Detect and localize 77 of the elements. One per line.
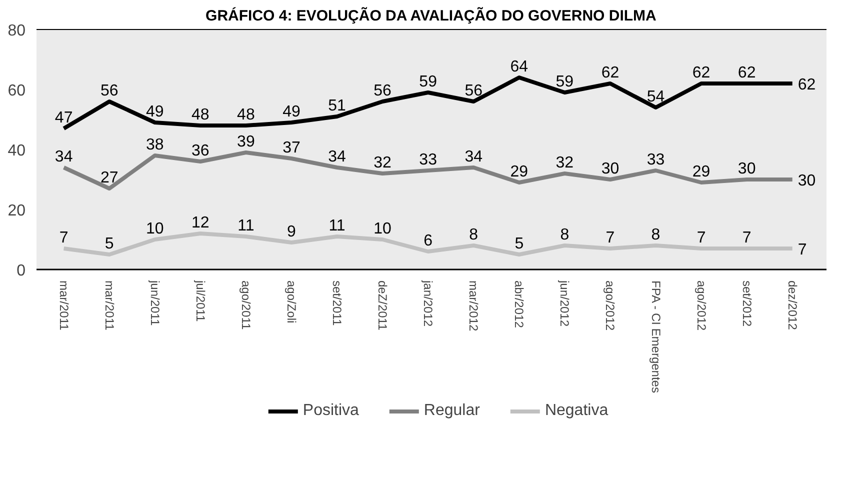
data-label: 30: [601, 160, 620, 178]
data-label: 47: [54, 110, 73, 126]
data-label: 7: [59, 230, 68, 246]
x-tick-label: ago/2012: [603, 280, 618, 331]
data-label: 7: [606, 230, 615, 246]
data-label: 8: [469, 226, 478, 244]
data-label: 7: [798, 242, 807, 258]
x-tick-label: jun/2012: [558, 280, 572, 327]
data-label: 33: [419, 152, 438, 168]
data-label: 33: [646, 152, 665, 168]
data-label: 62: [692, 64, 710, 82]
data-label: 6: [424, 232, 433, 250]
x-tick-label: ago/2011: [238, 280, 253, 330]
legend-label: Regular: [424, 402, 480, 420]
x-tick-label: set/2012: [740, 280, 754, 327]
data-label: 39: [237, 134, 255, 150]
data-label: 29: [510, 164, 528, 180]
x-tick-label: jun/2011: [148, 280, 162, 326]
data-label: 49: [146, 104, 164, 120]
x-tick-label: ago/Zoli: [284, 280, 298, 324]
data-label: 34: [54, 148, 73, 166]
y-tick-label: 80: [8, 22, 26, 40]
data-label: 34: [328, 148, 346, 166]
data-label: 56: [100, 82, 118, 100]
data-label: 7: [696, 230, 706, 246]
data-label: 62: [601, 64, 620, 82]
data-label: 48: [237, 106, 255, 124]
data-label: 5: [514, 236, 524, 252]
data-label: 9: [287, 224, 296, 240]
data-label: 62: [738, 64, 756, 82]
data-label: 10: [374, 220, 392, 238]
data-label: 30: [798, 172, 816, 190]
y-tick-label: 20: [8, 202, 26, 220]
data-label: 62: [798, 76, 816, 94]
data-label: 59: [556, 74, 574, 90]
x-tick-label: deZ/2011: [376, 280, 390, 331]
data-label: 32: [374, 154, 392, 172]
x-tick-label: ago/2012: [694, 280, 708, 331]
data-label: 30: [738, 160, 756, 178]
data-label: 29: [692, 164, 710, 180]
data-label: 59: [419, 74, 438, 90]
data-label: 12: [192, 214, 210, 232]
legend-label: Negativa: [544, 402, 608, 420]
data-label: 54: [646, 88, 665, 106]
legend-label: Positiva: [302, 402, 359, 420]
data-label: 27: [100, 170, 118, 186]
data-label: 11: [238, 218, 254, 234]
data-label: 36: [192, 142, 210, 160]
x-tick-label: set/2011: [330, 280, 344, 326]
x-tick-label: mar/2011: [56, 280, 71, 331]
data-label: 11: [328, 218, 346, 234]
x-tick-label: FPA - CI Emergentes: [648, 280, 663, 393]
y-tick-label: 0: [16, 262, 26, 280]
data-label: 64: [510, 58, 528, 76]
data-label: 7: [742, 230, 752, 246]
data-label: 8: [560, 226, 570, 244]
data-label: 56: [374, 82, 392, 100]
data-label: 8: [651, 226, 660, 244]
y-tick-label: 60: [8, 82, 26, 100]
data-label: 5: [104, 236, 114, 252]
x-tick-label: jul/2011: [193, 280, 208, 322]
data-label: 56: [464, 82, 483, 100]
x-tick-label: mar/2011: [102, 280, 116, 331]
data-label: 10: [146, 220, 164, 238]
chart-title: GRÁFICO 4: EVOLUÇÃO DA AVALIAÇÃO DO GOVERNO DILMA: [206, 6, 657, 24]
data-label: 49: [282, 104, 300, 120]
data-label: 48: [192, 106, 210, 124]
data-label: 38: [146, 136, 164, 154]
data-label: 32: [556, 154, 574, 172]
x-tick-label: dez/2012: [785, 280, 800, 330]
x-tick-label: abr/2012: [512, 280, 526, 328]
data-label: 34: [464, 148, 483, 166]
data-label: 51: [328, 98, 346, 114]
data-label: 37: [282, 140, 300, 156]
x-tick-label: mar/2012: [466, 280, 481, 332]
y-tick-label: 40: [8, 142, 26, 160]
x-tick-label: jan/2012: [421, 280, 436, 327]
